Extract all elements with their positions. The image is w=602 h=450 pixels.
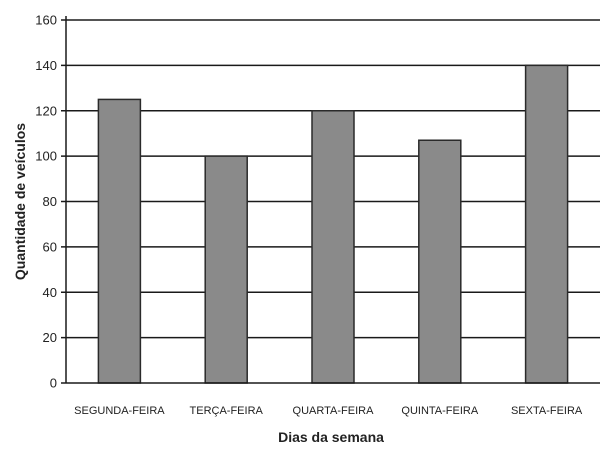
y-tick-label: 140 (35, 58, 57, 73)
y-tick-label: 160 (35, 13, 57, 28)
y-tick-label: 100 (35, 149, 57, 164)
x-tick-label: QUINTA-FEIRA (401, 405, 478, 417)
y-tick-label: 80 (43, 194, 57, 209)
y-tick-label: 40 (43, 285, 57, 300)
bar-quarta-feira (311, 110, 355, 384)
bars (97, 64, 569, 384)
x-tick-labels: SEGUNDA-FEIRA TERÇA-FEIRA QUARTA-FEIRA QUIN… (74, 405, 583, 417)
y-tick-label: 120 (35, 103, 57, 118)
bar-terça-feira (204, 155, 248, 384)
x-tick-label: SEGUNDA-FEIRA (74, 405, 165, 417)
axes (61, 16, 600, 384)
y-tick-labels: 0 20 40 60 80 100 120 140 160 (35, 13, 57, 391)
bar-quinta-feira (418, 139, 462, 384)
bar-sexta-feira (524, 64, 569, 384)
x-tick-label: TERÇA-FEIRA (190, 405, 264, 417)
y-axis-title: Quantidade de veículos (12, 123, 28, 280)
bar-segunda-feira (97, 98, 142, 384)
y-tick-label: 60 (43, 239, 57, 254)
y-tick-label: 20 (43, 330, 57, 345)
x-tick-label: QUARTA-FEIRA (293, 405, 375, 417)
x-tick-label: SEXTA-FEIRA (511, 405, 583, 417)
y-tick-label: 0 (50, 376, 57, 391)
x-axis-title: Dias da semana (278, 429, 384, 445)
